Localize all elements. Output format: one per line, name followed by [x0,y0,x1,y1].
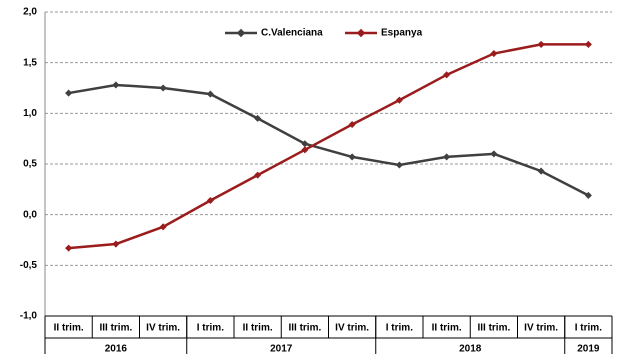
point [206,196,214,205]
point [443,71,451,79]
point [395,161,403,169]
x-tick-label: III trim. [477,323,510,334]
point [348,120,356,129]
point [490,150,498,158]
series-line [68,43,589,250]
legend-marker [356,28,366,38]
x-tick-label: II trim. [432,323,462,334]
x-tick-label: I trim. [386,323,413,334]
y-tick-label: 2,0 [23,7,37,18]
point [301,140,309,148]
point [254,171,262,179]
legend-marker [236,28,246,38]
y-tick-label: 0,0 [23,209,37,220]
legend-label: Espanya [381,28,423,39]
group-label: 2017 [270,344,293,354]
point [65,89,73,97]
x-tick-label: II trim. [54,323,84,334]
x-tick-label: I trim. [575,323,602,334]
point [159,223,167,231]
point [301,146,309,154]
y-tick-label: -1,0 [20,311,38,322]
point [254,114,262,122]
y-tick-label: -0,5 [20,260,38,271]
point [112,240,120,248]
point [537,167,545,175]
y-tick-label: 1,0 [23,108,37,119]
group-label: 2019 [577,344,600,354]
point [395,96,403,104]
x-tick-label: IV trim. [524,323,558,334]
series-line [68,83,589,197]
point [112,81,120,89]
x-tick-label: II trim. [243,323,273,334]
y-tick-label: 0,5 [23,159,37,170]
point [65,244,73,252]
point [159,84,167,92]
point [537,40,545,48]
y-tick-label: 1,5 [23,57,37,68]
point [348,153,356,161]
point [490,50,498,58]
x-tick-label: III trim. [288,323,321,334]
point [584,191,592,199]
point [584,40,592,48]
group-label: 2018 [459,344,482,354]
x-tick-label: III trim. [99,323,132,334]
group-label: 2016 [105,344,128,354]
x-tick-label: I trim. [197,323,224,334]
point [443,153,451,161]
legend-label: C.Valenciana [261,28,323,39]
x-tick-label: IV trim. [146,323,180,334]
x-tick-label: IV trim. [335,323,369,334]
point [206,90,214,98]
